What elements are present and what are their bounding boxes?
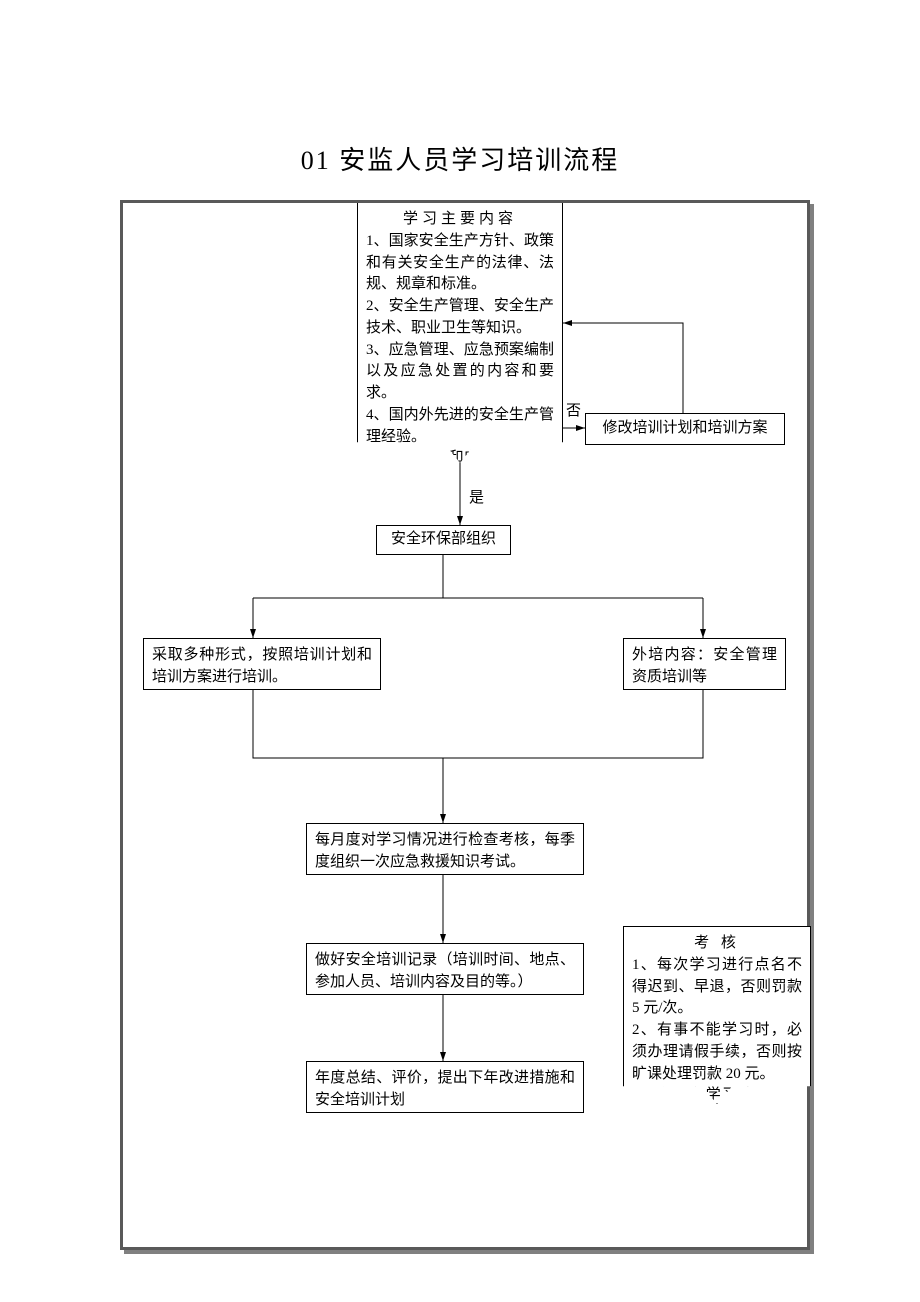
node-safety-org: 安全环保部组织 xyxy=(376,525,511,555)
node-revise-plan: 修改培训计划和培训方案 xyxy=(585,413,785,445)
node-train-internal: 采取多种形式，按照培训计划和培训方案进行培训。 xyxy=(143,638,381,690)
node-train-external: 外培内容：安全管理资质培训等 xyxy=(623,638,786,690)
page: 01 安监人员学习培训流程 学习主要内容 1、国家安全生产方针、政策和有关安全生… xyxy=(0,0,920,1302)
node-train-right-text: 外培内容：安全管理资质培训等 xyxy=(632,647,777,685)
node-study-body: 1、国家安全生产方针、政策和有关安全生产的法律、法规、规章和标准。 2、安全生产… xyxy=(366,233,554,488)
node-assess-header: 考 核 xyxy=(632,933,802,955)
node-study-header: 学习主要内容 xyxy=(366,209,554,231)
node-annual-summary: 年度总结、评价，提出下年改进措施和安全培训计划 xyxy=(306,1061,584,1113)
node-monthly-check: 每月度对学习情况进行检查考核，每季度组织一次应急救援知识考试。 xyxy=(306,823,584,875)
edge-label-no: 否 xyxy=(566,399,581,420)
node-annual-text: 年度总结、评价，提出下年改进措施和安全培训计划 xyxy=(315,1070,575,1108)
node-assess-body: 1、每次学习进行点名不得迟到、早退，否则罚款 5 元/次。 2、有事不能学习时，… xyxy=(632,957,806,1169)
flowchart-frame: 学习主要内容 1、国家安全生产方针、政策和有关安全生产的法律、法规、规章和标准。… xyxy=(120,200,810,1250)
node-assessment-rules: 考 核 1、每次学习进行点名不得迟到、早退，否则罚款 5 元/次。 2、有事不能… xyxy=(623,926,811,1104)
node-revise-text: 修改培训计划和培训方案 xyxy=(602,418,767,440)
node-record-text: 做好安全培训记录（培训时间、地点、参加人员、培训内容及目的等。） xyxy=(315,952,575,990)
node-training-record: 做好安全培训记录（培训时间、地点、参加人员、培训内容及目的等。） xyxy=(306,943,584,995)
page-title: 01 安监人员学习培训流程 xyxy=(0,140,920,177)
node-monthly-text: 每月度对学习情况进行检查考核，每季度组织一次应急救援知识考试。 xyxy=(315,832,575,870)
node-train-left-text: 采取多种形式，按照培训计划和培训方案进行培训。 xyxy=(152,647,372,685)
node-org-text: 安全环保部组织 xyxy=(391,529,496,551)
node-study-content: 学习主要内容 1、国家安全生产方针、政策和有关安全生产的法律、法规、规章和标准。… xyxy=(357,203,563,463)
edge-label-yes: 是 xyxy=(469,486,484,507)
